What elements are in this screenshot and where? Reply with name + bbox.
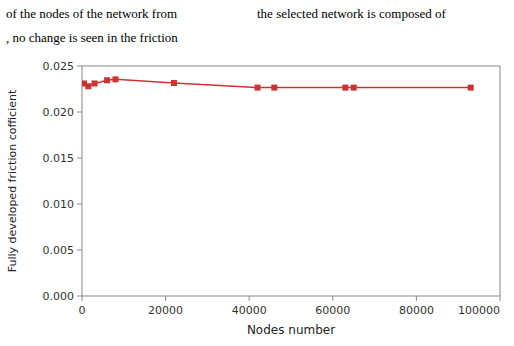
x-tick <box>332 296 333 301</box>
y-tick <box>77 296 82 297</box>
data-point <box>171 80 177 86</box>
y-tick-label: 0.015 <box>43 152 75 165</box>
x-tick-label: 40000 <box>232 304 267 317</box>
data-point <box>112 76 118 82</box>
y-tick <box>77 204 82 205</box>
plot-frame <box>82 66 500 296</box>
data-point <box>351 85 357 91</box>
x-axis-label: Nodes number <box>247 323 335 337</box>
data-point <box>255 85 261 91</box>
header-text: of the nodes of the network from <box>6 6 177 21</box>
data-point <box>85 83 91 89</box>
header-text: the selected network is composed of <box>257 6 446 21</box>
x-tick-label: 80000 <box>399 304 434 317</box>
chart-container: of the nodes of the network from the sele… <box>0 0 514 346</box>
x-tick-label: 100000 <box>458 304 500 317</box>
y-tick-label: 0.000 <box>43 290 75 303</box>
series <box>82 76 474 90</box>
header-text: , no change is seen in the friction <box>6 30 178 45</box>
x-tick <box>165 296 166 301</box>
y-tick-label: 0.005 <box>43 244 75 257</box>
y-tick <box>77 66 82 67</box>
chart: of the nodes of the network from the sele… <box>0 0 514 346</box>
x-tick <box>249 296 250 301</box>
y-tick-label: 0.020 <box>43 106 75 119</box>
y-tick-label: 0.025 <box>43 60 75 73</box>
y-axis-label: Fully developed friction cofficient <box>6 89 19 272</box>
x-tick-label: 60000 <box>315 304 350 317</box>
x-tick-label: 20000 <box>148 304 183 317</box>
axes: 0.000 0.005 0.010 0.015 0.020 0.025 0 20000 4000… <box>43 60 501 317</box>
x-tick <box>82 296 83 301</box>
data-point <box>342 85 348 91</box>
data-point <box>92 80 98 86</box>
y-tick <box>77 250 82 251</box>
x-tick-label: 0 <box>79 304 86 317</box>
x-tick <box>500 296 501 301</box>
y-tick-label: 0.010 <box>43 198 75 211</box>
data-line <box>84 79 471 87</box>
data-point <box>104 77 110 83</box>
y-tick <box>77 112 82 113</box>
data-point <box>468 85 474 91</box>
y-tick <box>77 158 82 159</box>
data-point <box>271 85 277 91</box>
x-tick <box>416 296 417 301</box>
